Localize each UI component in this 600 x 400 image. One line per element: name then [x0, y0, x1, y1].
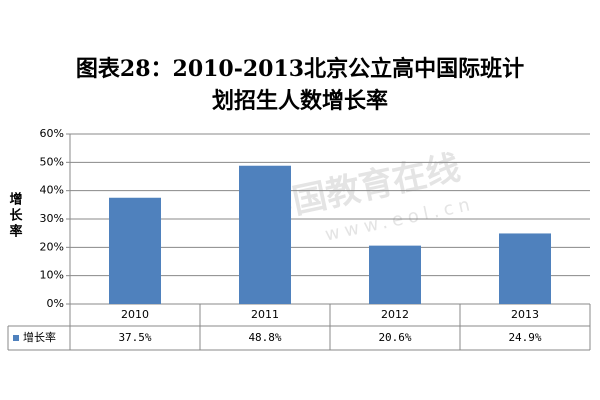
x-tick-label: 2013: [511, 308, 539, 321]
y-tick-label: 60%: [40, 127, 64, 140]
data-label: 48.8%: [248, 331, 281, 344]
y-tick-label: 20%: [40, 240, 64, 253]
x-tick-label: 2010: [121, 308, 149, 321]
bar: [239, 165, 291, 304]
y-tick-label: 0%: [47, 297, 64, 310]
data-label: 24.9%: [508, 331, 541, 344]
y-tick-label: 40%: [40, 184, 64, 197]
x-tick-label: 2012: [381, 308, 409, 321]
chart-title: 图表28：2010-2013北京公立高中国际班计: [76, 56, 524, 82]
y-axis-label: 增: [9, 192, 22, 208]
y-tick-label: 30%: [40, 212, 64, 225]
data-label: 37.5%: [118, 331, 151, 344]
bar: [369, 245, 421, 304]
y-axis-label: 率: [9, 224, 22, 240]
legend-key: [13, 335, 19, 341]
y-tick-label: 50%: [40, 155, 64, 168]
y-tick-label: 10%: [40, 269, 64, 282]
data-label: 20.6%: [378, 331, 411, 344]
bar: [499, 233, 551, 304]
chart-title: 划招生人数增长率: [212, 88, 388, 114]
x-tick-label: 2011: [251, 308, 279, 321]
y-axis-label: 长: [9, 208, 23, 224]
legend-label: 增长率: [23, 330, 56, 344]
bar: [109, 197, 161, 304]
